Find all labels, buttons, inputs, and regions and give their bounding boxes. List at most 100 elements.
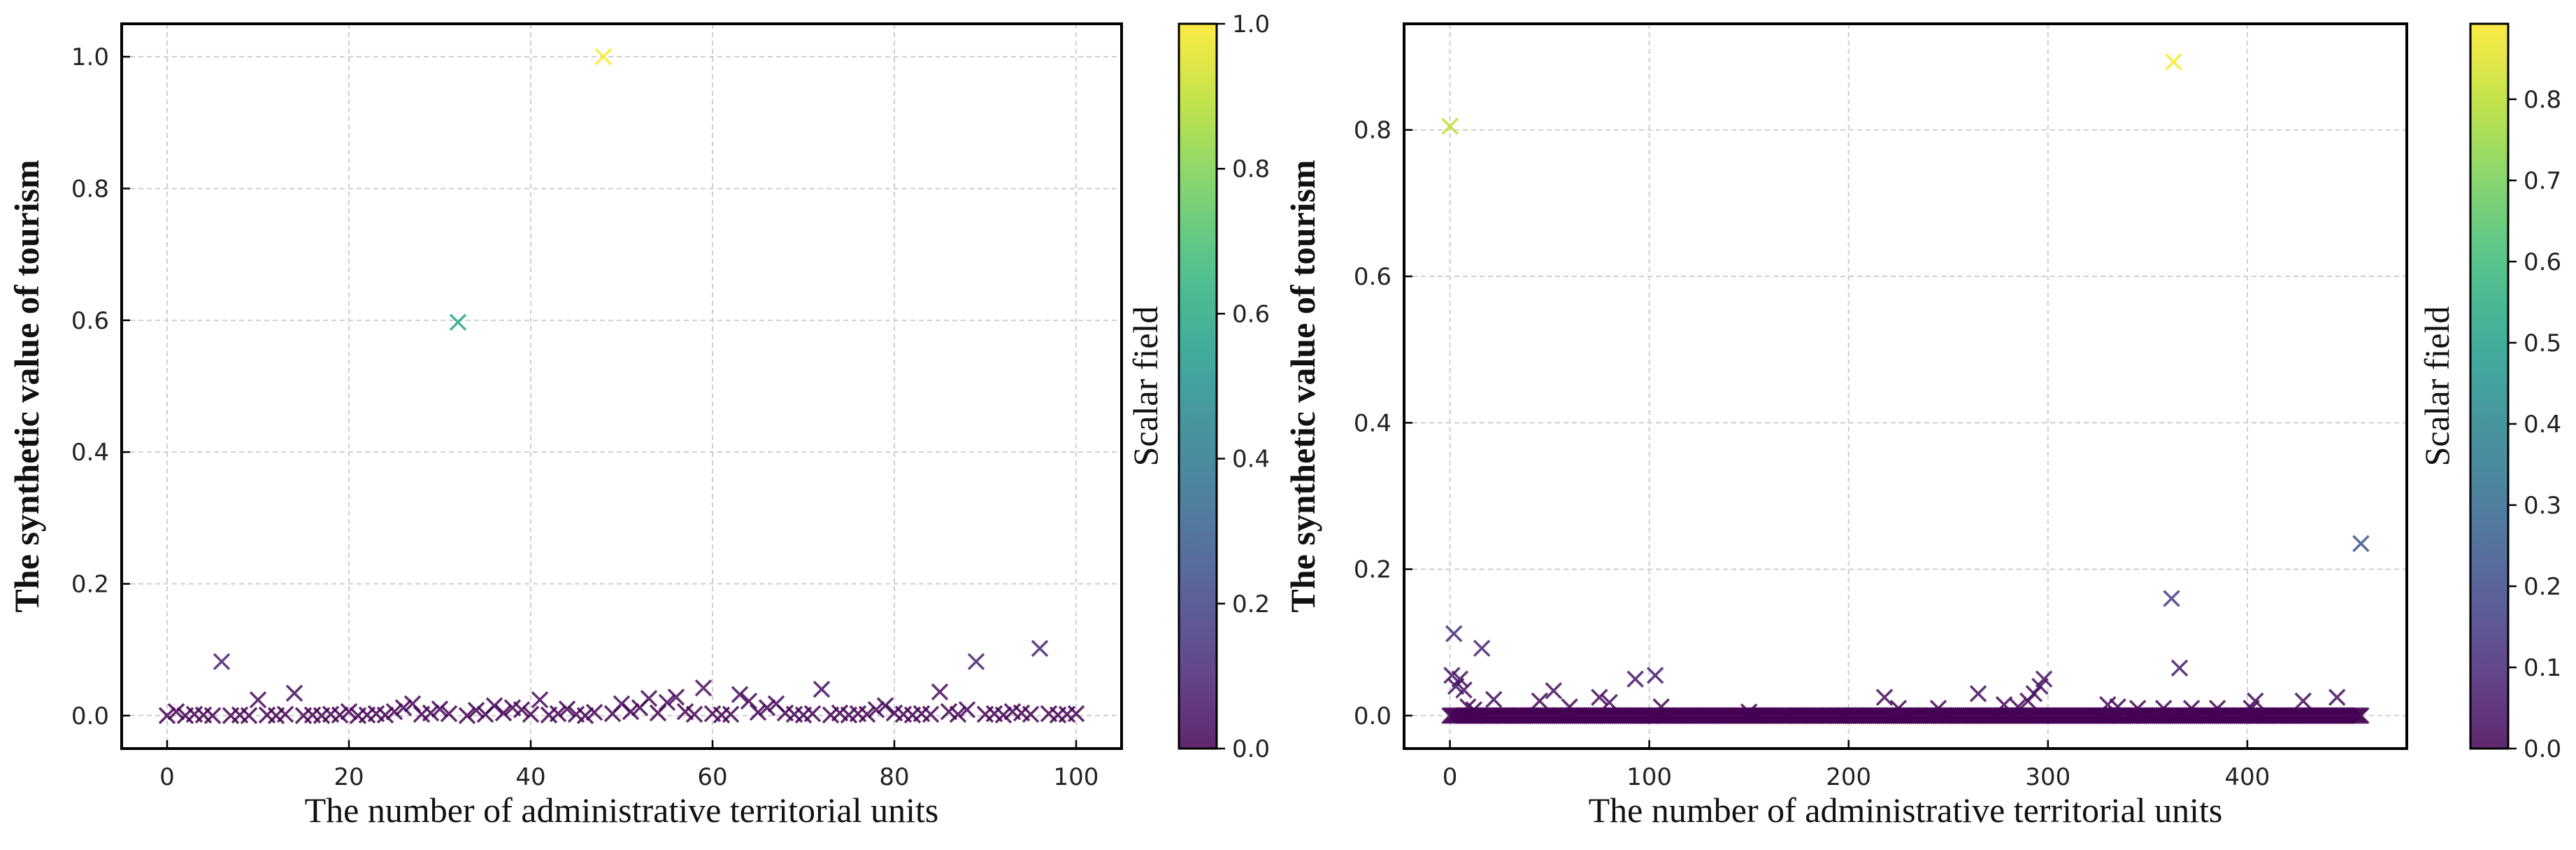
data-point [531, 691, 549, 709]
data-point [158, 707, 176, 725]
data-point [2182, 700, 2201, 717]
data-point [658, 693, 676, 711]
data-point [1531, 692, 1549, 710]
data-point [376, 706, 394, 724]
colorbar-label: Scalar field [1126, 306, 1165, 466]
data-point [1455, 681, 1473, 699]
colorbar-tick-label: 1.0 [1232, 10, 1270, 38]
colorbar-label: Scalar field [2417, 306, 2456, 466]
colorbar-tick-label: 0.8 [2524, 86, 2561, 114]
data-point [749, 703, 767, 721]
data-point [249, 691, 267, 709]
data-point [1441, 118, 1459, 135]
data-point [1465, 701, 1483, 718]
data-point [385, 703, 403, 721]
plot-frame [1403, 22, 2408, 750]
data-point [585, 703, 603, 721]
y-tick-label: 0.4 [1354, 409, 1391, 437]
data-point [2035, 670, 2053, 688]
x-tick-label: 200 [1826, 763, 1871, 791]
data-point [740, 692, 758, 710]
data-point [2350, 707, 2368, 725]
colorbar-tick-label: 0.6 [2524, 248, 2561, 276]
x-tick-label: 0 [159, 763, 175, 791]
data-point [931, 683, 949, 701]
data-point [958, 701, 976, 718]
data-markers [158, 48, 1085, 725]
data-point [1652, 698, 1670, 716]
x-tick-label: 40 [515, 763, 545, 791]
colorbar-tick-label: 0.2 [1232, 590, 1270, 618]
colorbar-tick-label: 0.4 [1232, 446, 1270, 474]
data-point [813, 680, 831, 698]
data-point [867, 701, 885, 718]
data-point [394, 699, 413, 716]
data-point [722, 705, 740, 723]
data-point [1561, 698, 1578, 716]
colorbar-tick-label: 0.8 [1232, 155, 1270, 183]
data-point [1545, 682, 1563, 700]
colorbar-scale [1178, 22, 1218, 750]
y-tick-label: 0.2 [71, 571, 109, 599]
data-point [1969, 685, 1987, 702]
data-point [1451, 670, 1469, 688]
data-point [285, 684, 303, 702]
data-point [1875, 688, 1894, 706]
data-point [1591, 688, 1608, 706]
x-tick-label: 60 [697, 763, 727, 791]
colorbar-tick-label: 0.0 [1232, 735, 1270, 763]
y-axis-label: The synthetic value of tourism [1283, 160, 1322, 612]
data-point [922, 705, 940, 723]
colorbar-tick-label: 0.2 [2524, 573, 2561, 601]
x-tick-label: 100 [1626, 763, 1672, 791]
data-point [758, 699, 776, 716]
x-tick-label: 80 [879, 763, 909, 791]
data-point [494, 704, 513, 722]
y-tick-label: 0.0 [1354, 702, 1391, 730]
data-point [1626, 670, 1644, 688]
y-tick-label: 0.6 [1354, 263, 1391, 291]
data-point [2165, 53, 2182, 71]
data-point [167, 703, 185, 721]
data-point [1646, 667, 1664, 684]
data-point [431, 700, 449, 718]
data-point [1022, 705, 1040, 723]
data-point [731, 686, 749, 704]
data-point [2352, 534, 2370, 553]
x-axis-label: The number of administrative territorial… [305, 791, 939, 830]
data-point [2352, 707, 2370, 725]
data-point [803, 704, 822, 723]
data-point [2247, 692, 2264, 710]
data-point [2294, 692, 2312, 710]
data-point [2009, 698, 2027, 716]
y-tick-label: 0.8 [1354, 117, 1391, 145]
colorbar-tick-label: 0.7 [2524, 167, 2561, 195]
colorbar: 0.0 0.1 0.2 0.3 0.4 0.5 0.6 0.7 0.8 Scalar field [2417, 22, 2561, 763]
scatter-panel-2: 0 100 200 300 400 0.0 0.2 0.4 0.6 0.8 The number o… [1283, 22, 2561, 830]
y-tick-label: 0.0 [71, 702, 109, 730]
data-point [467, 702, 485, 719]
data-point [276, 705, 294, 723]
y-tick-label: 0.4 [71, 439, 109, 467]
x-tick-label: 400 [2224, 763, 2270, 791]
data-point [2348, 707, 2366, 725]
data-point [1601, 693, 1618, 711]
data-point [485, 697, 503, 715]
colorbar-tick-label: 0.1 [2524, 654, 2561, 682]
y-tick-label: 0.8 [71, 175, 109, 203]
data-point [1445, 625, 1463, 642]
data-point [203, 707, 222, 725]
data-point [2163, 590, 2180, 607]
data-point [1031, 639, 1049, 658]
colorbar-tick-label: 0.4 [2524, 411, 2561, 439]
y-tick-label: 0.6 [71, 307, 109, 335]
colorbar-tick-label: 0.0 [2524, 735, 2561, 763]
data-point [340, 703, 358, 721]
data-point [640, 690, 658, 707]
data-point [1740, 703, 1758, 721]
data-point [1929, 700, 1947, 717]
data-point [667, 688, 685, 706]
data-point [694, 679, 713, 697]
data-point [449, 313, 467, 331]
